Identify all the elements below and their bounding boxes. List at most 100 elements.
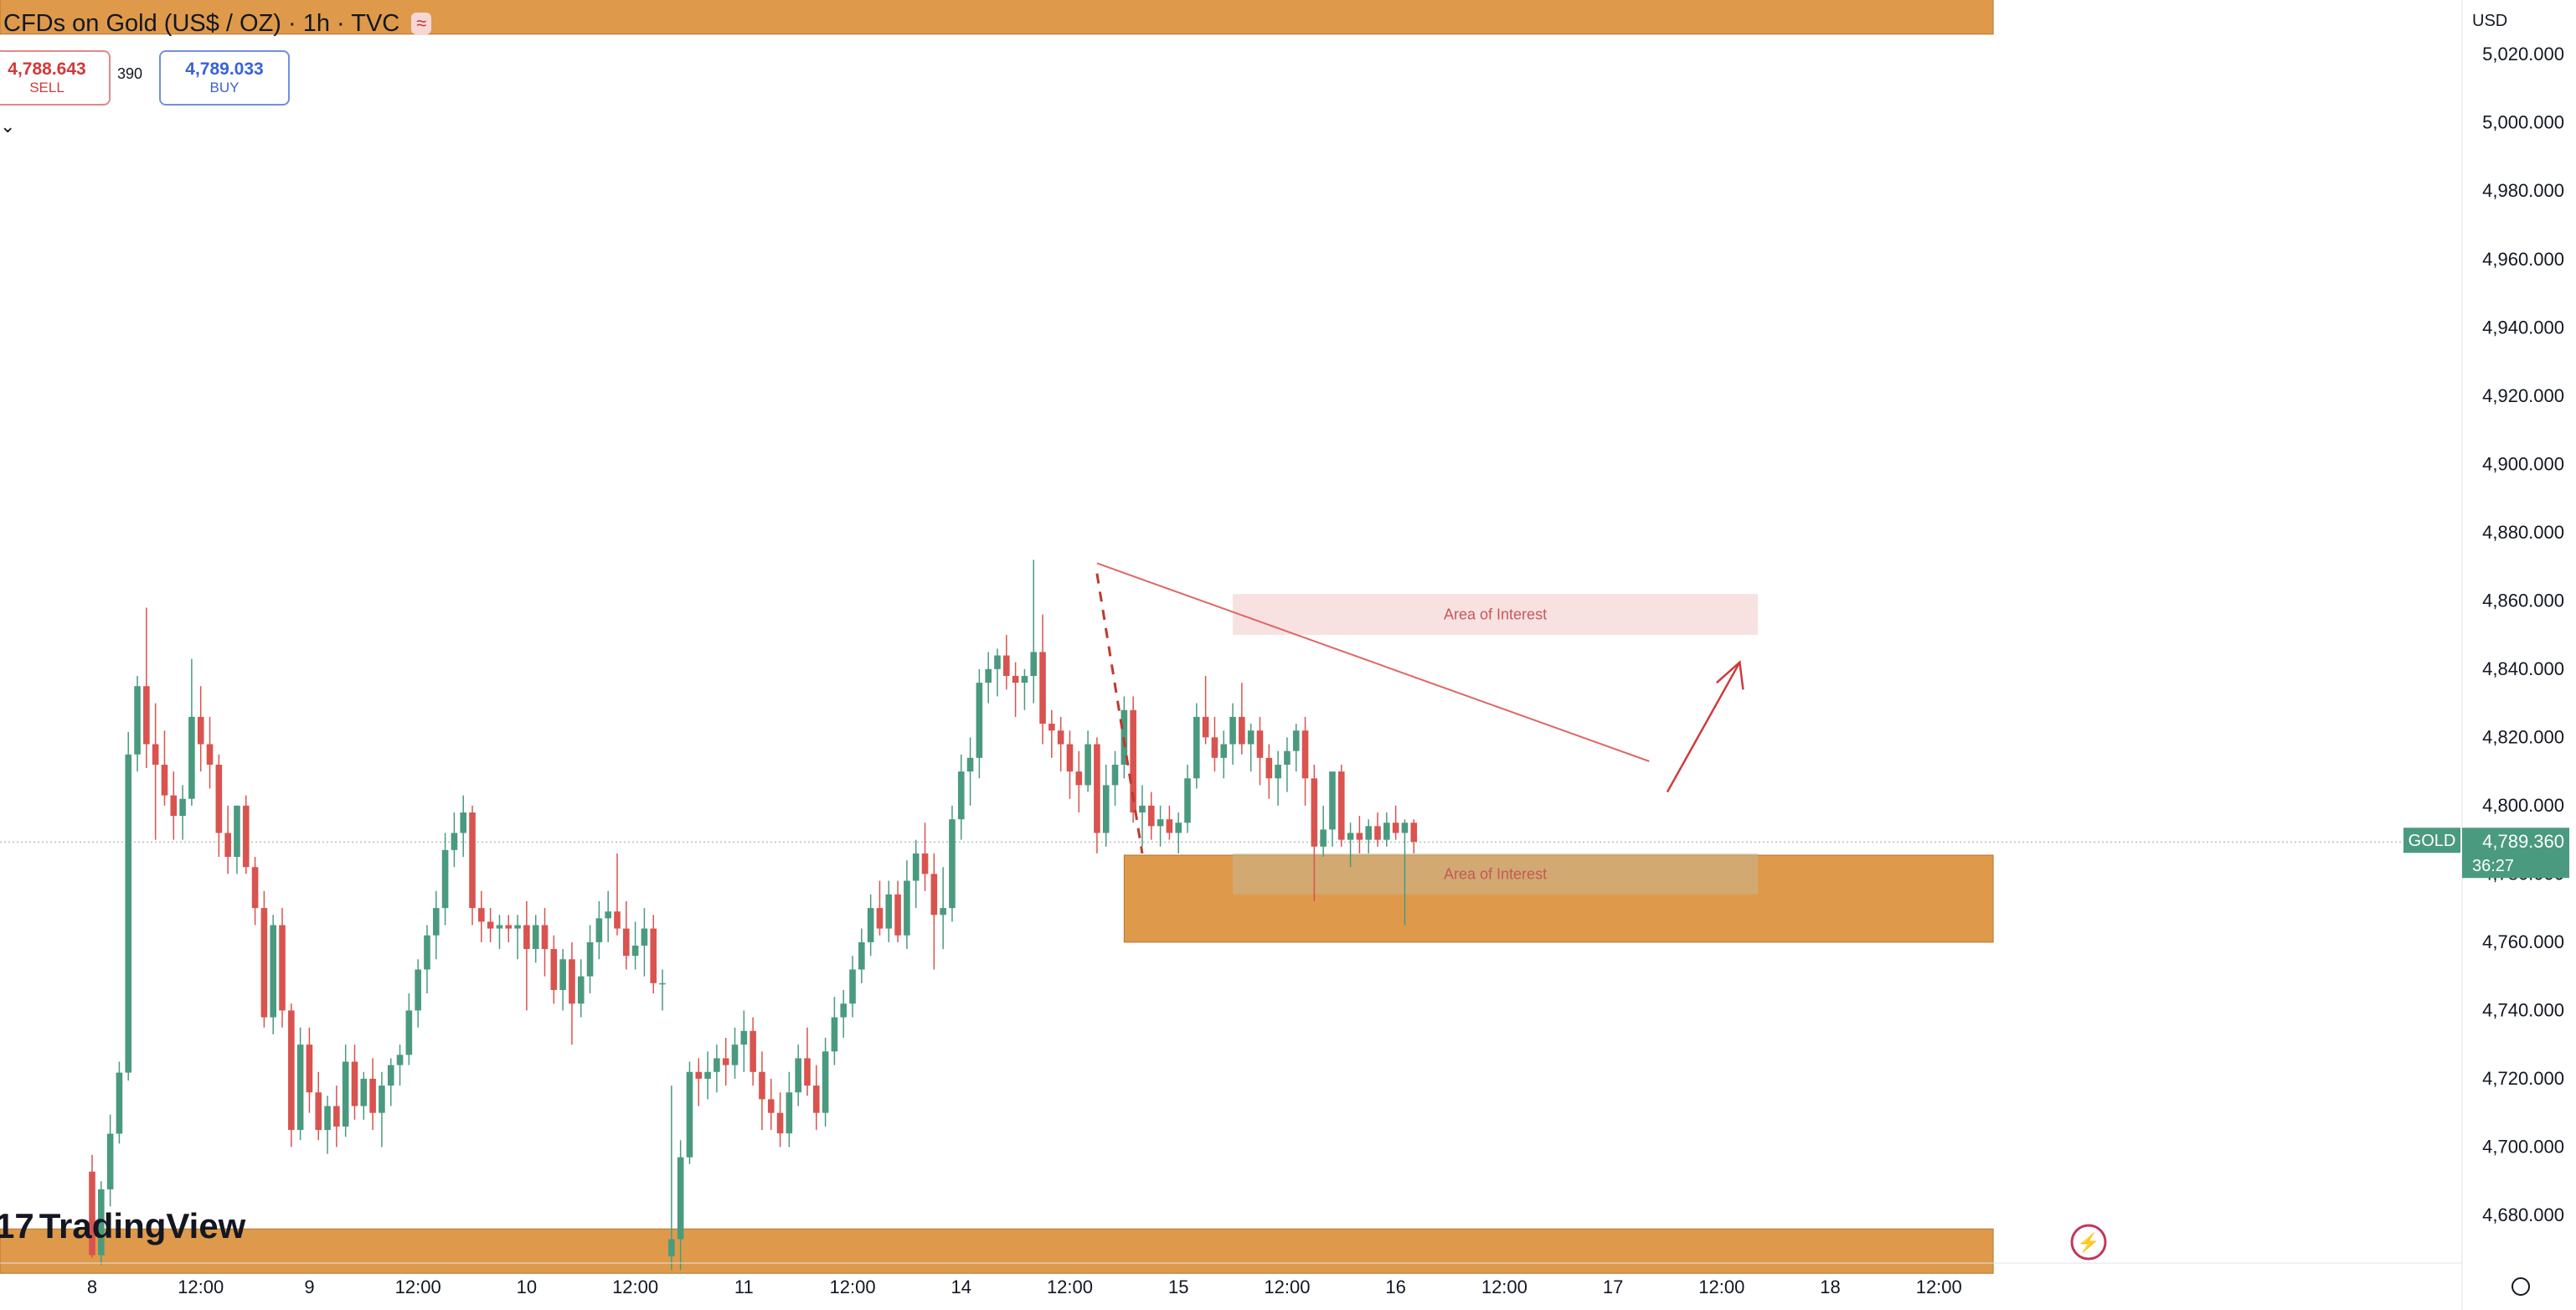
candle-body xyxy=(134,686,141,755)
candle-body xyxy=(1012,675,1019,683)
candle-body xyxy=(822,1051,829,1113)
candle-body xyxy=(1211,737,1218,758)
y-tick-label: 4,760.000 xyxy=(2482,931,2564,952)
candle-body xyxy=(776,1112,784,1134)
candle-body xyxy=(731,1044,739,1065)
x-tick-label: 15 xyxy=(1168,1276,1188,1297)
candle-body xyxy=(559,959,566,990)
x-tick-label: 12:00 xyxy=(1481,1276,1528,1297)
candle-body xyxy=(351,1061,358,1106)
candle-body xyxy=(532,925,539,950)
x-tick-label: 12:00 xyxy=(830,1276,876,1297)
candle-body xyxy=(405,1010,413,1055)
candle-body xyxy=(1039,652,1046,725)
area-of-interest xyxy=(1233,594,1759,636)
x-tick-label: 18 xyxy=(1820,1276,1840,1297)
candle-body xyxy=(288,1010,295,1131)
candle-body xyxy=(1320,829,1327,847)
data-status-badge[interactable]: ≈ xyxy=(411,13,432,34)
x-tick-label: 12:00 xyxy=(395,1276,441,1297)
candle-body xyxy=(478,908,485,922)
candle-body xyxy=(759,1071,765,1100)
area-of-interest xyxy=(1233,853,1759,895)
candle-body xyxy=(1094,744,1100,833)
candle-body xyxy=(1410,823,1418,843)
sell-button[interactable]: 4,788.643 SELL xyxy=(0,50,111,106)
price-tag-value: 4,789.360 xyxy=(2482,831,2564,852)
trendline xyxy=(1096,562,1650,762)
candle-body xyxy=(1184,778,1191,823)
tradingview-logo[interactable]: 17 TradingView xyxy=(0,1206,245,1246)
y-tick-label: 4,840.000 xyxy=(2482,658,2564,679)
x-tick-label: 12:00 xyxy=(1698,1276,1744,1297)
sell-label: SELL xyxy=(29,80,64,95)
candle-body xyxy=(831,1017,838,1052)
candle-body xyxy=(197,716,204,745)
buy-button[interactable]: 4,789.033 BUY xyxy=(159,50,290,106)
candle-body xyxy=(1075,771,1083,786)
candle-body xyxy=(89,1171,95,1256)
candle-body xyxy=(396,1055,404,1065)
x-tick-label: 11 xyxy=(734,1276,754,1297)
candle-body xyxy=(1256,730,1264,758)
candle-body xyxy=(804,1058,811,1086)
candle-body xyxy=(840,1003,848,1018)
chart-header: CFDs on Gold (US$ / OZ) · 1h · TVC ≈ xyxy=(0,0,432,47)
y-tick-label: 4,740.000 xyxy=(2482,999,2564,1020)
candle-body xyxy=(152,744,159,765)
candle-body xyxy=(451,833,458,850)
brand-name: TradingView xyxy=(39,1206,246,1246)
zone-rect xyxy=(0,0,1994,35)
candle-body xyxy=(505,925,513,929)
candle-body xyxy=(1030,652,1038,676)
x-tick-label: 12:00 xyxy=(1264,1276,1310,1297)
y-tick-label: 4,980.000 xyxy=(2482,180,2564,201)
candle-body xyxy=(677,1157,684,1240)
candle-body xyxy=(279,925,286,1011)
candle-body xyxy=(215,764,223,833)
y-tick-label: 4,720.000 xyxy=(2482,1068,2564,1089)
currency-selector[interactable]: USD xyxy=(2472,12,2508,30)
area-of-interest-label: Area of Interest xyxy=(1444,865,1547,882)
candle-body xyxy=(1374,826,1381,840)
candle-body xyxy=(867,908,874,942)
candle-body xyxy=(1247,730,1255,745)
candle-body xyxy=(586,941,594,977)
x-tick-label: 12:00 xyxy=(612,1276,658,1297)
candle-body xyxy=(306,1044,313,1093)
y-tick-label: 4,700.000 xyxy=(2482,1136,2564,1157)
candle-body xyxy=(1275,764,1281,779)
candle-body xyxy=(460,812,467,833)
candle-body xyxy=(1139,805,1146,813)
sell-price: 4,788.643 xyxy=(8,59,86,79)
y-tick-label: 5,000.000 xyxy=(2482,112,2564,133)
candle-body xyxy=(116,1072,123,1134)
candle-body xyxy=(605,911,611,919)
candle-body xyxy=(1111,764,1119,786)
y-tick-label: 4,920.000 xyxy=(2482,385,2564,406)
collapse-chevron-icon[interactable]: ⌄ xyxy=(0,116,16,137)
candle-body xyxy=(921,853,929,874)
x-tick-label: 12:00 xyxy=(178,1276,224,1297)
candle-body xyxy=(767,1099,775,1113)
candle-body xyxy=(813,1086,820,1113)
symbol-title[interactable]: CFDs on Gold (US$ / OZ) · 1h · TVC xyxy=(3,9,400,37)
candle-body xyxy=(1202,716,1209,738)
buy-label: BUY xyxy=(209,80,240,95)
candle-body xyxy=(424,935,430,970)
candle-body xyxy=(541,925,549,950)
candle-body xyxy=(904,880,910,936)
candle-body xyxy=(1084,744,1091,786)
candle-body xyxy=(270,925,276,1018)
candle-body xyxy=(1229,716,1236,745)
buy-price: 4,789.033 xyxy=(185,59,264,79)
candle-body xyxy=(966,757,974,772)
candle-body xyxy=(912,853,920,881)
candle-body xyxy=(795,1058,801,1093)
candle-body xyxy=(650,928,657,983)
candle-body xyxy=(496,925,503,929)
candle-body xyxy=(894,894,901,936)
y-tick-label: 4,900.000 xyxy=(2482,453,2564,474)
candle-body xyxy=(143,686,150,745)
